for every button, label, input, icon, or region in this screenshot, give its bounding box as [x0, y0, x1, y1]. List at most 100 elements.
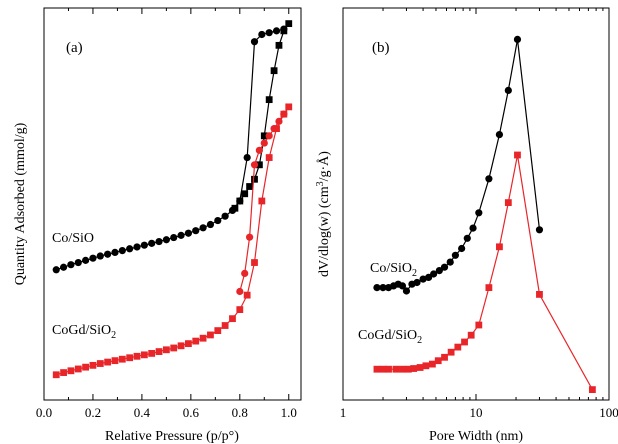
data-point-cogd-sio2 — [258, 197, 266, 205]
data-point-co-sio — [155, 237, 163, 246]
data-point-cogd-sio2 — [251, 259, 258, 266]
data-point-co-sio2 — [463, 234, 471, 242]
data-point-co-sio — [67, 261, 75, 269]
data-point-co-sio2 — [398, 282, 407, 290]
data-point-cogd-sio2 — [392, 365, 400, 373]
data-point-co-sio — [246, 183, 253, 190]
panel-b-ylabel: dV/dlog(w) (cm3/g·Å) — [315, 151, 332, 277]
data-point-co-sio — [74, 258, 82, 267]
data-point-cogd-sio2 — [514, 151, 521, 159]
data-point-co-sio2 — [451, 251, 459, 259]
data-point-co-sio — [96, 252, 104, 260]
data-point-co-sio — [241, 190, 249, 198]
data-point-co-sio — [221, 212, 229, 220]
panel-a-xticks: 0.0 0.2 0.4 0.6 0.8 1.0 — [36, 8, 297, 420]
data-point-co-sio2 — [469, 224, 477, 232]
data-point-cogd-sio2 — [60, 369, 67, 376]
data-point-co-sio2 — [435, 267, 443, 275]
data-point-co-sio2 — [458, 244, 466, 253]
data-point-co-sio — [231, 204, 239, 212]
data-point-cogd-sio2 — [104, 358, 112, 366]
data-point-cogd-sio2 — [96, 360, 104, 367]
data-point-co-sio — [59, 263, 68, 271]
series-label-cogd-sio2-b: CoGd/SiO2 — [358, 328, 422, 346]
panel-b-xtick-label: 1 — [340, 405, 347, 420]
data-point-cogd-sio2 — [133, 352, 141, 360]
data-point-cogd-sio2 — [140, 351, 148, 359]
data-point-co-sio — [272, 27, 281, 35]
data-point-cogd-sio2 — [416, 364, 424, 371]
data-point-cogd-sio2 — [270, 125, 278, 133]
data-point-co-sio — [82, 256, 90, 264]
data-point-cogd-sio2 — [275, 117, 283, 125]
data-point-cogd-sio2 — [89, 361, 97, 369]
data-point-cogd-sio2 — [373, 365, 381, 373]
data-point-co-sio — [280, 27, 288, 35]
data-point-cogd-sio2 — [485, 284, 493, 291]
data-point-co-sio2 — [495, 131, 504, 139]
data-point-co-sio — [133, 243, 141, 251]
data-point-co-sio — [250, 38, 259, 46]
data-point-co-sio2 — [475, 209, 483, 217]
data-point-co-sio — [214, 216, 222, 225]
data-point-cogd-sio2 — [192, 337, 200, 345]
data-point-co-sio2 — [446, 258, 454, 266]
data-point-cogd-sio2 — [385, 365, 392, 373]
data-point-cogd-sio2 — [285, 103, 293, 111]
panel-b-xtick-label: 10 — [470, 405, 483, 420]
data-point-cogd-sio2 — [207, 331, 214, 339]
data-point-cogd-sio2 — [588, 386, 596, 393]
data-point-cogd-sio2 — [148, 350, 156, 357]
data-point-co-sio2 — [535, 226, 544, 234]
data-point-cogd-sio2 — [461, 338, 468, 346]
panel-b-label: (b) — [372, 40, 390, 56]
data-point-co-sio — [140, 241, 148, 249]
data-point-cogd-sio2 — [475, 321, 483, 329]
data-point-co-sio — [251, 175, 258, 183]
data-point-cogd-sio2 — [399, 365, 406, 373]
data-point-co-sio — [265, 29, 273, 37]
data-point-cogd-sio2 — [404, 365, 412, 373]
data-point-co-sio — [258, 30, 266, 39]
data-point-co-sio — [275, 41, 283, 49]
data-point-cogd-sio2 — [170, 344, 178, 352]
data-point-cogd-sio2 — [410, 365, 418, 372]
data-point-cogd-sio2 — [260, 139, 268, 147]
data-point-cogd-sio2 — [496, 243, 503, 251]
data-point-cogd-sio2 — [236, 306, 244, 313]
data-point-cogd-sio2 — [67, 367, 75, 375]
data-point-co-sio — [206, 220, 215, 229]
data-point-cogd-sio2 — [52, 371, 60, 379]
data-point-co-sio — [126, 245, 134, 253]
panel-a-xtick-label: 0.4 — [134, 405, 151, 420]
panel-b-xtick-label: 100 — [599, 405, 618, 420]
series-label-co-sio2-b: Co/SiO2 — [370, 261, 417, 279]
data-point-co-sio — [170, 233, 178, 242]
data-point-co-sio2 — [373, 284, 381, 292]
data-point-cogd-sio2 — [177, 342, 185, 350]
data-point-co-sio — [52, 266, 60, 274]
panel-a-xlabel: Relative Pressure (p/p°) — [105, 429, 239, 444]
data-point-co-sio — [265, 96, 273, 104]
data-point-co-sio — [260, 132, 268, 140]
data-point-co-sio2 — [430, 270, 438, 278]
data-point-co-sio — [285, 20, 293, 28]
data-point-co-sio2 — [504, 86, 512, 94]
data-point-cogd-sio2 — [236, 287, 244, 296]
data-point-co-sio — [270, 67, 278, 75]
data-point-cogd-sio2 — [441, 353, 448, 361]
data-point-co-sio2 — [424, 273, 433, 281]
data-point-co-sio — [148, 239, 156, 247]
data-point-cogd-sio2 — [126, 354, 134, 362]
data-point-co-sio2 — [379, 284, 387, 292]
data-point-cogd-sio2 — [265, 154, 273, 161]
panel-a-xtick-label: 1.0 — [281, 405, 297, 420]
panel-b-xlabel: Pore Width (nm) — [429, 429, 523, 444]
data-point-cogd-sio2 — [454, 343, 462, 351]
data-point-co-sio2 — [419, 275, 427, 283]
data-point-cogd-sio2 — [111, 357, 119, 365]
data-point-cogd-sio2 — [434, 357, 442, 365]
data-point-cogd-sio2 — [214, 327, 222, 334]
data-point-cogd-sio2 — [467, 331, 475, 339]
